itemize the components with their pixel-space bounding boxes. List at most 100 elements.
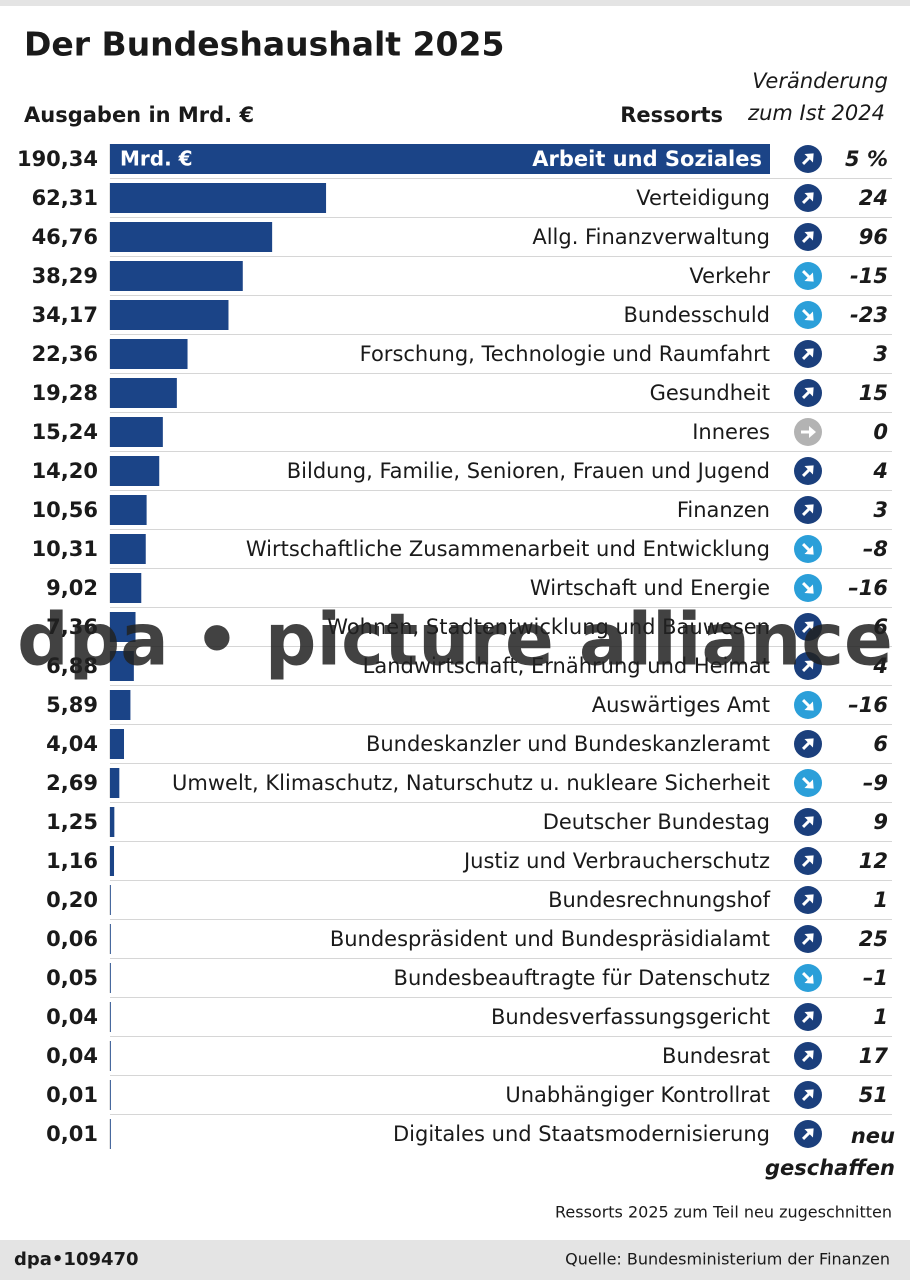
source: Quelle: Bundesministerium der Finanzen (565, 1250, 890, 1269)
note: Ressorts 2025 zum Teil neu zugeschnitten (555, 1203, 892, 1222)
rows: 190,34 Arbeit und Soziales Mrd. € 5 % 62,31 V… (17, 144, 895, 1180)
change-label: -15 (850, 264, 888, 288)
change-label: 1 (873, 1005, 888, 1029)
change-label: 17 (859, 1044, 889, 1068)
arrow-head (804, 1050, 814, 1060)
value-label: 0,01 (46, 1083, 98, 1107)
category-label: Unabhängiger Kontrollrat (505, 1083, 770, 1107)
bar (110, 690, 131, 720)
bar (110, 885, 111, 915)
category-label: Wirtschaft und Energie (530, 576, 770, 600)
arrow-glyph (801, 231, 814, 244)
value-label: 0,06 (46, 927, 98, 951)
arrow-head (804, 855, 814, 865)
value-label: 190,34 (17, 147, 98, 171)
change-header: Veränderung (752, 69, 888, 93)
change-label: 25 (859, 927, 888, 951)
category-label: Bundesrat (662, 1044, 770, 1068)
value-label: 15,24 (32, 420, 98, 444)
category-label: Verkehr (689, 264, 770, 288)
top-band (0, 0, 910, 6)
arrow-glyph (801, 933, 814, 946)
category-label: Bundesbeauftragte für Datenschutz (394, 966, 770, 990)
bar (110, 417, 163, 447)
value-label: 62,31 (32, 186, 98, 210)
arrow-head (804, 701, 814, 711)
value-label: 0,05 (46, 966, 98, 990)
bar (110, 378, 177, 408)
arrow-head (804, 387, 814, 397)
change-label: 5 % (845, 147, 888, 171)
category-label: Bundespräsident und Bundespräsidialamt (330, 927, 770, 951)
value-label: 1,25 (46, 810, 98, 834)
category-label: Auswärtiges Amt (592, 693, 770, 717)
value-label: 0,04 (46, 1044, 98, 1068)
bar (110, 807, 115, 837)
value-label: 0,01 (46, 1122, 98, 1146)
category-label: Inneres (692, 420, 770, 444)
change-label: –9 (863, 771, 888, 795)
change-label: 3 (873, 342, 888, 366)
arrow-head (804, 779, 814, 789)
value-label: 10,31 (32, 537, 98, 561)
arrow-head (804, 348, 814, 358)
value-label: 6,88 (46, 654, 98, 678)
value-label: 34,17 (32, 303, 98, 327)
chart-title: Der Bundeshaushalt 2025 (24, 25, 504, 64)
category-label: Allg. Finanzverwaltung (532, 225, 770, 249)
change-label: 3 (873, 498, 888, 522)
bar (110, 144, 770, 174)
change-header: zum Ist 2024 (747, 101, 885, 125)
category-label: Bundesverfassungsgericht (491, 1005, 770, 1029)
bar (110, 339, 188, 369)
bar (110, 261, 243, 291)
footer-band (0, 1240, 910, 1280)
unit-label: Mrd. € (120, 147, 193, 171)
arrow-head (804, 1128, 814, 1138)
arrow-glyph (801, 698, 814, 711)
category-label: Wohnen, Stadtentwicklung und Bauwesen (327, 615, 770, 639)
bar (110, 1080, 111, 1110)
category-label: Forschung, Technologie und Raumfahrt (360, 342, 770, 366)
bar (110, 456, 160, 486)
change-label: -23 (850, 303, 888, 327)
arrow-head (809, 426, 816, 438)
change-label: 15 (859, 381, 888, 405)
arrow-glyph (801, 738, 814, 751)
arrow-head (804, 311, 814, 321)
value-label: 19,28 (32, 381, 98, 405)
bar (110, 651, 134, 681)
arrow-glyph (801, 581, 814, 594)
change-label: 0 (873, 420, 888, 444)
change-label: 24 (859, 186, 888, 210)
change-label: –16 (848, 693, 888, 717)
arrow-head (804, 1089, 814, 1099)
arrow-head (804, 738, 814, 748)
arrow-head (804, 1011, 814, 1021)
arrow-glyph (801, 1128, 814, 1141)
category-label: Deutscher Bundestag (543, 810, 770, 834)
change-label: –8 (863, 537, 888, 561)
arrow-head (804, 153, 814, 163)
value-label: 5,89 (46, 693, 98, 717)
bar (110, 1002, 111, 1032)
bar (110, 1119, 111, 1149)
arrow-head (804, 504, 814, 514)
arrow-head (804, 933, 814, 943)
change-label: 12 (859, 849, 888, 873)
value-label: 0,04 (46, 1005, 98, 1029)
category-label: Bundeskanzler und Bundeskanzleramt (366, 732, 770, 756)
arrow-head (804, 894, 814, 904)
arrow-head (804, 272, 814, 282)
arrow-head (804, 231, 814, 241)
category-label: Arbeit und Soziales (532, 147, 762, 171)
arrow-glyph (801, 465, 814, 478)
change-label: 6 (873, 615, 888, 639)
graphic-id: dpa•109470 (14, 1249, 139, 1270)
arrow-glyph (801, 504, 814, 517)
bar (110, 183, 327, 213)
change-label: 1 (873, 888, 888, 912)
arrow-glyph (801, 621, 814, 634)
arrow-glyph (801, 855, 814, 868)
